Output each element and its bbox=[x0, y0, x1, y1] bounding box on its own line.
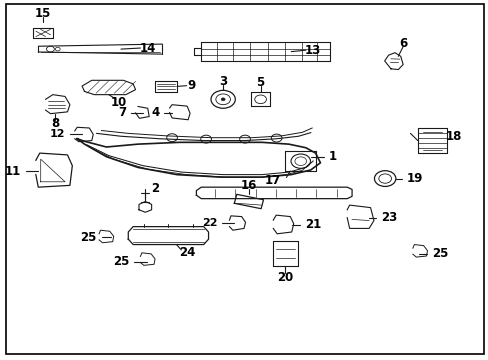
Text: 9: 9 bbox=[187, 79, 195, 92]
Text: 10: 10 bbox=[110, 96, 126, 109]
Text: 18: 18 bbox=[445, 130, 462, 144]
Text: 20: 20 bbox=[277, 271, 293, 284]
Text: 25: 25 bbox=[80, 230, 97, 243]
Text: 1: 1 bbox=[328, 150, 336, 163]
Text: 23: 23 bbox=[381, 211, 397, 224]
Text: 14: 14 bbox=[139, 41, 156, 54]
Text: 13: 13 bbox=[305, 44, 321, 57]
Text: 11: 11 bbox=[5, 165, 21, 177]
Text: 25: 25 bbox=[431, 247, 448, 260]
Text: 21: 21 bbox=[304, 218, 321, 231]
Text: 17: 17 bbox=[264, 174, 280, 186]
Text: 2: 2 bbox=[151, 183, 159, 195]
Text: 19: 19 bbox=[406, 172, 423, 185]
Text: 5: 5 bbox=[256, 76, 264, 89]
Text: 22: 22 bbox=[202, 218, 217, 228]
Text: 12: 12 bbox=[49, 130, 65, 139]
Text: 25: 25 bbox=[113, 255, 129, 268]
Text: 24: 24 bbox=[179, 246, 195, 259]
Text: 3: 3 bbox=[219, 75, 227, 88]
Circle shape bbox=[221, 98, 224, 101]
Text: 8: 8 bbox=[51, 117, 60, 130]
Text: 7: 7 bbox=[119, 107, 126, 120]
Text: 16: 16 bbox=[240, 179, 257, 192]
Text: 6: 6 bbox=[398, 37, 407, 50]
Text: 4: 4 bbox=[151, 106, 160, 119]
Text: 15: 15 bbox=[35, 7, 51, 20]
